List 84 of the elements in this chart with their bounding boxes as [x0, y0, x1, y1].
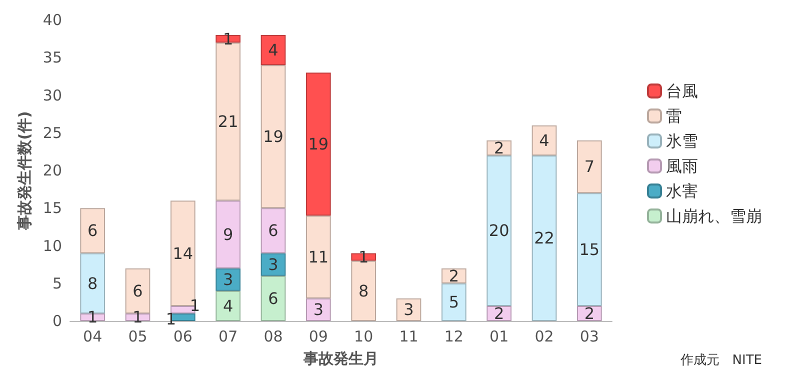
data-label: 1 — [190, 296, 200, 316]
bar — [532, 155, 557, 321]
data-label: 5 — [448, 292, 460, 312]
data-label: 7 — [584, 157, 595, 176]
bar — [260, 253, 286, 276]
x-tick-label: 12 — [444, 328, 464, 346]
x-tick-label: 03 — [580, 328, 599, 346]
data-label: 3 — [313, 300, 324, 320]
data-label: 19 — [308, 134, 329, 154]
x-tick-label: 10 — [354, 328, 374, 346]
data-label: 19 — [263, 127, 284, 146]
bar — [80, 208, 106, 254]
data-label: 4 — [268, 40, 278, 60]
bar — [486, 155, 512, 306]
legend-label: 雷 — [666, 106, 682, 126]
legend-label: 風雨 — [666, 156, 698, 176]
x-tick-label: 05 — [128, 328, 148, 346]
x-tick-label: 07 — [218, 328, 238, 346]
data-label: 2 — [494, 304, 504, 323]
data-label: 20 — [488, 221, 510, 240]
x-tick-label: 09 — [308, 328, 328, 346]
data-label: 1 — [358, 248, 369, 267]
x-tick-label: 02 — [534, 328, 554, 346]
legend-label: 氷雪 — [666, 132, 698, 150]
data-label: 11 — [308, 248, 329, 267]
data-label: 6 — [132, 281, 143, 300]
y-tick-label: 30 — [42, 86, 62, 104]
x-tick-label: 11 — [399, 328, 418, 346]
y-tick-label: 5 — [52, 274, 62, 292]
bar — [216, 200, 241, 268]
bar — [532, 125, 557, 156]
legend-label: 山崩れ、雪崩 — [666, 206, 762, 226]
data-label: 3 — [222, 270, 234, 290]
data-label: 8 — [358, 281, 369, 300]
x-tick-label: 01 — [490, 328, 509, 346]
bar — [441, 283, 466, 321]
data-label: 9 — [222, 224, 234, 244]
bar — [576, 193, 602, 306]
data-label: 6 — [268, 221, 278, 240]
y-tick-label: 20 — [42, 162, 62, 180]
y-tick-label: 25 — [42, 124, 62, 142]
x-tick-label: 08 — [264, 328, 283, 346]
y-tick-label: 40 — [42, 11, 62, 29]
data-label: 1 — [87, 308, 98, 327]
data-label: 2 — [448, 266, 460, 286]
data-label: 1 — [222, 29, 234, 48]
bar — [306, 298, 331, 321]
bar — [576, 140, 602, 194]
y-tick-label: 15 — [42, 199, 62, 218]
data-label: 21 — [218, 112, 238, 132]
data-label: 2 — [494, 138, 504, 158]
data-label: 15 — [579, 240, 600, 260]
data-label: 6 — [268, 288, 278, 308]
y-tick-label: 0 — [52, 312, 62, 330]
bar — [216, 268, 241, 291]
y-axis-title: 事故発生件数(件) — [16, 111, 34, 231]
data-label: 3 — [404, 300, 414, 320]
x-axis-title: 事故発生月 — [302, 350, 378, 368]
data-label: 2 — [584, 304, 595, 323]
data-label: 3 — [268, 255, 278, 274]
text: 作成元 NITE — [679, 353, 762, 368]
legend-label: 水害 — [666, 182, 698, 200]
data-label: 14 — [172, 244, 194, 263]
data-label: 4 — [222, 296, 234, 316]
bar — [216, 290, 241, 321]
y-tick-label: 10 — [42, 236, 62, 255]
x-tick-label: 04 — [83, 328, 102, 346]
bar — [306, 72, 331, 216]
bar — [260, 35, 286, 66]
data-label: 1 — [132, 308, 143, 327]
data-label: 6 — [87, 221, 98, 240]
data-label: 22 — [534, 228, 554, 248]
bar — [396, 298, 422, 321]
bar — [260, 276, 286, 321]
bar — [216, 42, 241, 201]
bar — [260, 65, 286, 208]
bar — [306, 216, 331, 298]
bar — [351, 260, 376, 321]
data-label: 4 — [539, 130, 550, 150]
legend-label: 台風 — [666, 82, 698, 100]
bar — [260, 208, 286, 254]
data-label: 8 — [87, 274, 98, 293]
x-tick-label: 06 — [173, 328, 192, 346]
y-tick-label: 35 — [42, 48, 62, 67]
